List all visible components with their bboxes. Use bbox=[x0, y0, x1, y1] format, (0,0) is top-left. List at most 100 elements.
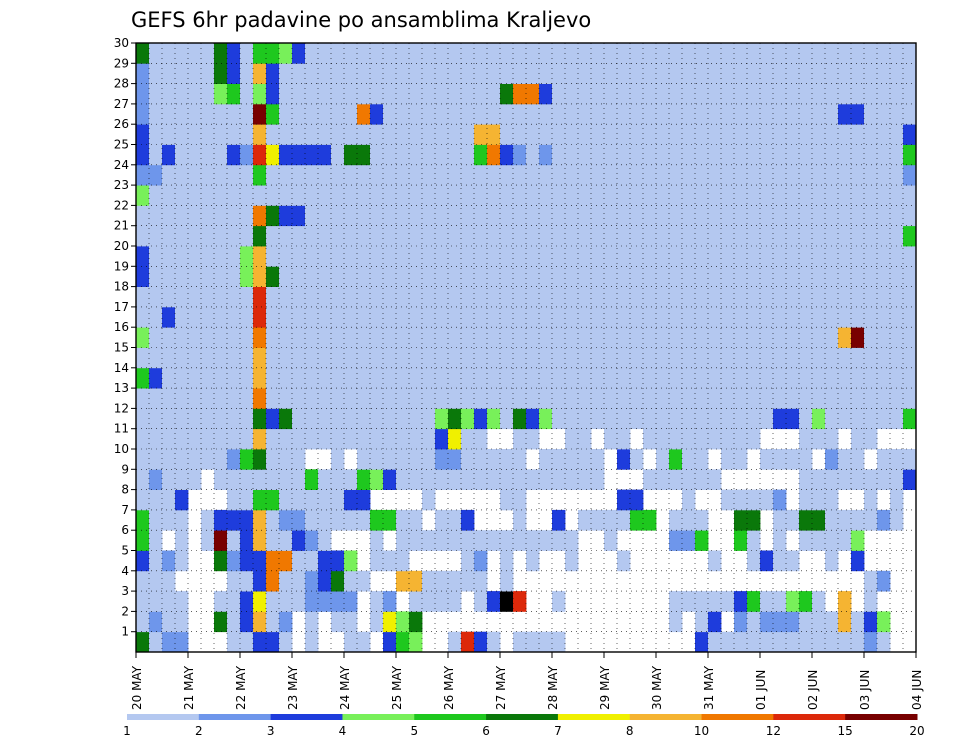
heatmap-cell bbox=[266, 469, 280, 490]
heatmap-cell bbox=[188, 225, 202, 247]
heatmap-cell bbox=[578, 469, 592, 490]
heatmap-cell bbox=[734, 408, 748, 430]
heatmap-cell bbox=[786, 509, 800, 531]
heatmap-cell bbox=[903, 367, 917, 389]
heatmap-cell bbox=[201, 266, 215, 287]
heatmap-cell bbox=[539, 449, 553, 470]
heatmap-cell bbox=[565, 205, 579, 227]
heatmap-cell bbox=[578, 449, 592, 470]
heatmap-cell bbox=[630, 266, 644, 287]
heatmap-cell bbox=[370, 144, 384, 166]
heatmap-cell bbox=[786, 246, 800, 267]
heatmap-cell bbox=[825, 43, 839, 64]
heatmap-cell bbox=[760, 246, 774, 267]
heatmap-cell bbox=[812, 631, 826, 653]
heatmap-cell bbox=[266, 144, 280, 166]
heatmap-cell bbox=[253, 306, 267, 328]
heatmap-cell bbox=[266, 591, 280, 612]
heatmap-cell bbox=[526, 124, 540, 145]
heatmap-cell bbox=[656, 225, 670, 247]
heatmap-cell bbox=[240, 225, 254, 247]
heatmap-cell bbox=[474, 43, 488, 64]
heatmap-cell bbox=[331, 570, 345, 592]
heatmap-cell bbox=[890, 205, 904, 227]
heatmap-cell bbox=[448, 449, 462, 470]
heatmap-cell bbox=[734, 286, 748, 308]
heatmap-cell bbox=[825, 449, 839, 470]
heatmap-cell bbox=[227, 611, 241, 633]
heatmap-cell bbox=[734, 246, 748, 267]
heatmap-cell bbox=[409, 428, 423, 450]
heatmap-cell bbox=[266, 185, 280, 206]
heatmap-cell bbox=[643, 144, 657, 166]
heatmap-cell bbox=[643, 103, 657, 125]
heatmap-cell bbox=[812, 611, 826, 633]
heatmap-cell bbox=[357, 103, 371, 125]
heatmap-cell bbox=[630, 367, 644, 389]
heatmap-cell bbox=[786, 83, 800, 105]
heatmap-cell bbox=[136, 408, 150, 430]
heatmap-cell bbox=[539, 347, 553, 369]
heatmap-cell bbox=[422, 185, 436, 206]
heatmap-cell bbox=[396, 611, 410, 633]
heatmap-cell bbox=[682, 388, 696, 409]
heatmap-cell bbox=[253, 611, 267, 633]
heatmap-cell bbox=[643, 246, 657, 267]
heatmap-cell bbox=[318, 246, 332, 267]
heatmap-cell bbox=[461, 63, 475, 84]
heatmap-cell bbox=[331, 611, 345, 633]
heatmap-cell bbox=[500, 367, 514, 389]
heatmap-cell bbox=[279, 63, 293, 84]
heatmap-cell bbox=[292, 388, 306, 409]
heatmap-cell bbox=[149, 63, 163, 84]
x-tick-label: 31 MAY bbox=[702, 665, 716, 710]
heatmap-cell bbox=[812, 469, 826, 490]
heatmap-cell bbox=[201, 367, 215, 389]
heatmap-cell bbox=[513, 124, 527, 145]
heatmap-cell bbox=[669, 306, 683, 328]
heatmap-cell bbox=[383, 43, 397, 64]
heatmap-cell bbox=[838, 103, 852, 125]
heatmap-cell bbox=[838, 266, 852, 287]
heatmap-cell bbox=[890, 367, 904, 389]
heatmap-cell bbox=[526, 83, 540, 105]
heatmap-cell bbox=[760, 489, 774, 511]
heatmap-cell bbox=[617, 205, 631, 227]
heatmap-cell bbox=[435, 205, 449, 227]
heatmap-cell bbox=[851, 449, 865, 470]
heatmap-cell bbox=[630, 489, 644, 511]
heatmap-cell bbox=[214, 530, 228, 551]
heatmap-cell bbox=[292, 185, 306, 206]
heatmap-cell bbox=[526, 347, 540, 369]
heatmap-cell bbox=[201, 225, 215, 247]
heatmap-cell bbox=[695, 306, 709, 328]
heatmap-cell bbox=[864, 327, 878, 348]
heatmap-cell bbox=[422, 43, 436, 64]
heatmap-cell bbox=[773, 388, 787, 409]
heatmap-cell bbox=[565, 144, 579, 166]
heatmap-cell bbox=[344, 103, 358, 125]
heatmap-cell bbox=[578, 43, 592, 64]
heatmap-cell bbox=[747, 286, 761, 308]
heatmap-cell bbox=[526, 631, 540, 653]
heatmap-cell bbox=[149, 428, 163, 450]
x-tick-label: 02 JUN bbox=[806, 670, 820, 710]
heatmap-cell bbox=[227, 469, 241, 490]
heatmap-cell bbox=[409, 327, 423, 348]
heatmap-cell bbox=[812, 83, 826, 105]
heatmap-cell bbox=[773, 266, 787, 287]
heatmap-cell bbox=[877, 205, 891, 227]
heatmap-cell bbox=[305, 205, 319, 227]
heatmap-cell bbox=[357, 306, 371, 328]
heatmap-cell bbox=[201, 205, 215, 227]
heatmap-cell bbox=[695, 144, 709, 166]
heatmap-cell bbox=[214, 286, 228, 308]
heatmap-cell bbox=[162, 449, 176, 470]
heatmap-cell bbox=[149, 266, 163, 287]
heatmap-cell bbox=[136, 266, 150, 287]
heatmap-cell bbox=[344, 266, 358, 287]
heatmap-cell bbox=[149, 83, 163, 105]
heatmap-cell bbox=[149, 469, 163, 490]
colorbar-tick-label: 2 bbox=[195, 724, 203, 738]
heatmap-cell bbox=[240, 144, 254, 166]
